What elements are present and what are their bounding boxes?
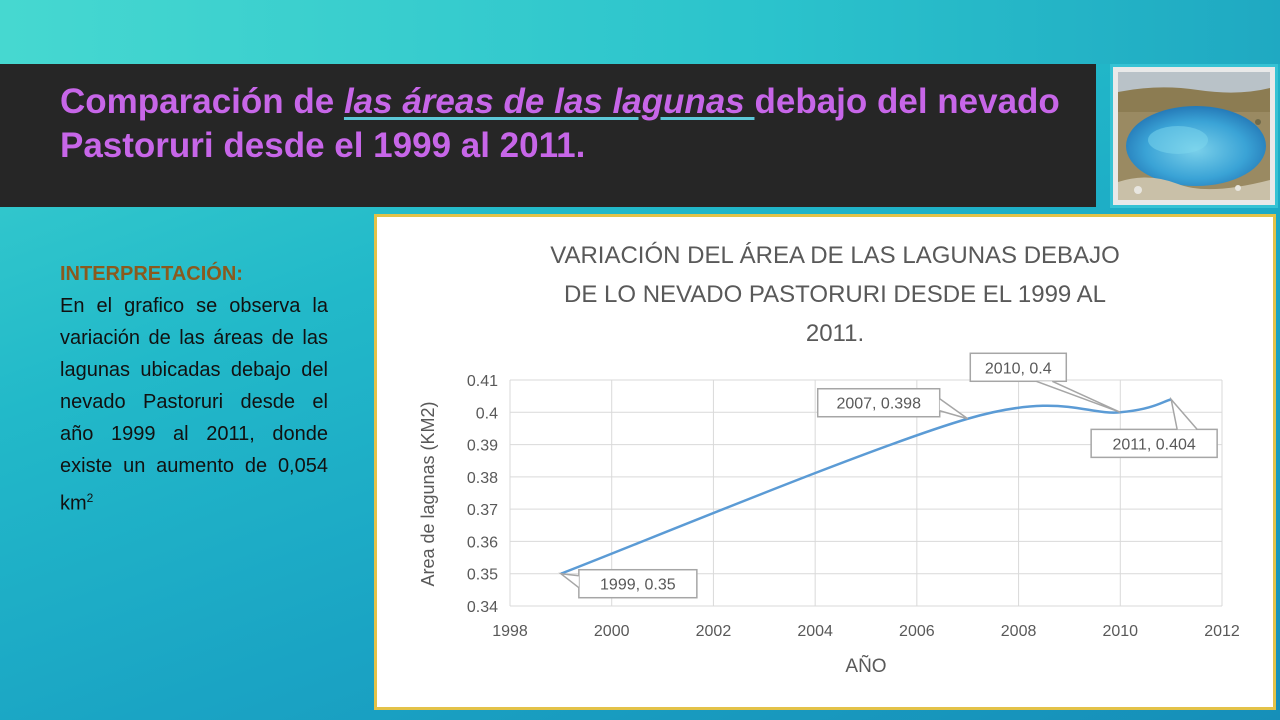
title-part-2: debajo del nevado Pastoruri desde el 199…	[60, 82, 1060, 165]
data-label-text: 2010, 0.4	[985, 360, 1052, 377]
x-tick-label: 2006	[899, 623, 935, 640]
data-label-text: 2007, 0.398	[836, 396, 921, 413]
line-chart: VARIACIÓN DEL ÁREA DE LAS LAGUNAS DEBAJO…	[418, 242, 1240, 677]
callout-pointer	[939, 398, 969, 420]
y-tick-label: 0.41	[467, 373, 498, 390]
callout-box	[1090, 428, 1218, 459]
x-tick-label: 2004	[797, 623, 833, 640]
y-tick-label: 0.35	[467, 567, 498, 584]
y-tick-labels: 0.41 0.4 0.39 0.38 0.37 0.36 0.35 0.34	[467, 373, 498, 616]
title-part-1: Comparación de	[60, 82, 344, 121]
y-tick-label: 0.38	[467, 470, 498, 487]
slide-title: Comparación de las áreas de las lagunas …	[60, 80, 1070, 168]
y-tick-label: 0.36	[467, 534, 498, 551]
y-tick-label: 0.37	[467, 502, 498, 519]
title-link[interactable]: las áreas de las lagunas	[343, 82, 755, 121]
callout-box	[578, 568, 698, 599]
y-axis-label: Area de lagunas (KM2)	[418, 401, 438, 586]
y-tick-label: 0.39	[467, 438, 498, 455]
lagoon-photo-frame	[1110, 64, 1278, 208]
chart-title-line-1: VARIACIÓN DEL ÁREA DE LAS LAGUNAS DEBAJO	[550, 242, 1120, 269]
callout-pointer	[558, 572, 580, 589]
interpretation-text: En el grafico se observa la variación de…	[60, 290, 328, 520]
x-axis-label: AÑO	[845, 655, 886, 677]
data-label-3: 2011, 0.404	[1090, 396, 1218, 459]
x-tick-label: 2012	[1204, 623, 1240, 640]
chart-title-line-2: DE LO NEVADO PASTORURI DESDE EL 1999 AL	[564, 281, 1106, 308]
callout-box	[969, 352, 1068, 383]
data-label-0: 1999, 0.35	[558, 568, 698, 599]
series-line	[560, 398, 1172, 575]
callout-pointer	[1169, 396, 1198, 430]
data-label-text: 2011, 0.404	[1112, 436, 1195, 453]
x-tick-labels: 1998 2000 2002 2004 2006 2008 2010 2012	[492, 623, 1240, 640]
x-tick-label: 2010	[1102, 623, 1138, 640]
top-stripe	[0, 0, 1280, 64]
data-label-2: 2010, 0.4	[969, 352, 1121, 413]
callout-pointer	[1036, 380, 1121, 413]
x-tick-label: 1998	[492, 623, 528, 640]
chart-frame: VARIACIÓN DEL ÁREA DE LAS LAGUNAS DEBAJO…	[374, 214, 1276, 710]
interpretation-block: INTERPRETACIÓN: En el grafico se observa…	[60, 258, 328, 520]
interpretation-superscript: 2	[86, 491, 94, 505]
interpretation-body: En el grafico se observa la variación de…	[60, 295, 328, 515]
interpretation-heading: INTERPRETACIÓN:	[60, 263, 243, 285]
chart-title-line-3: 2011.	[806, 320, 864, 347]
title-bar	[0, 64, 1096, 207]
lagoon-photo-icon	[1118, 72, 1270, 200]
y-tick-label: 0.4	[476, 405, 498, 422]
x-tick-label: 2000	[594, 623, 630, 640]
data-label-text: 1999, 0.35	[600, 577, 676, 594]
callout-box	[816, 387, 941, 418]
data-label-callouts: 1999, 0.35 2007, 0.398 2010, 0.4 2011, 0.40…	[558, 352, 1218, 599]
x-tick-label: 2008	[1001, 623, 1037, 640]
x-tick-label: 2002	[696, 623, 732, 640]
y-tick-label: 0.34	[467, 599, 498, 616]
data-label-1: 2007, 0.398	[816, 387, 969, 420]
